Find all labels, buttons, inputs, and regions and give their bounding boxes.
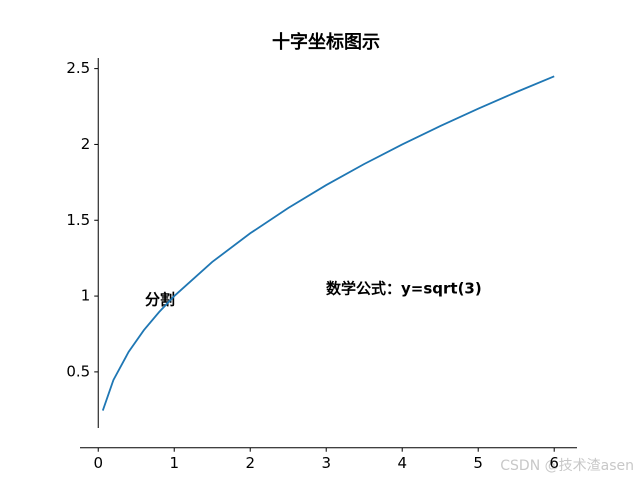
x-tick-label: 3 bbox=[321, 454, 331, 472]
x-tick-label: 6 bbox=[549, 454, 559, 472]
x-tick-label: 2 bbox=[245, 454, 255, 472]
x-tick-label: 5 bbox=[473, 454, 483, 472]
y-tick-label: 1 bbox=[81, 287, 91, 305]
y-tick-label: 1.5 bbox=[66, 211, 90, 229]
watermark: CSDN @技术渣asen bbox=[500, 458, 634, 474]
y-tick-label: 2 bbox=[81, 135, 91, 153]
line bbox=[101, 75, 555, 411]
y-tick-label: 2.5 bbox=[66, 59, 90, 77]
annotation: 数学公式：y=sqrt(3) bbox=[326, 280, 482, 298]
y-tick-label: 0.5 bbox=[66, 362, 90, 380]
x-tick-label: 0 bbox=[93, 454, 103, 472]
x-tick-label: 4 bbox=[397, 454, 407, 472]
x-tick-label: 1 bbox=[169, 454, 179, 472]
chart-title: 十字坐标图示 bbox=[272, 31, 380, 53]
